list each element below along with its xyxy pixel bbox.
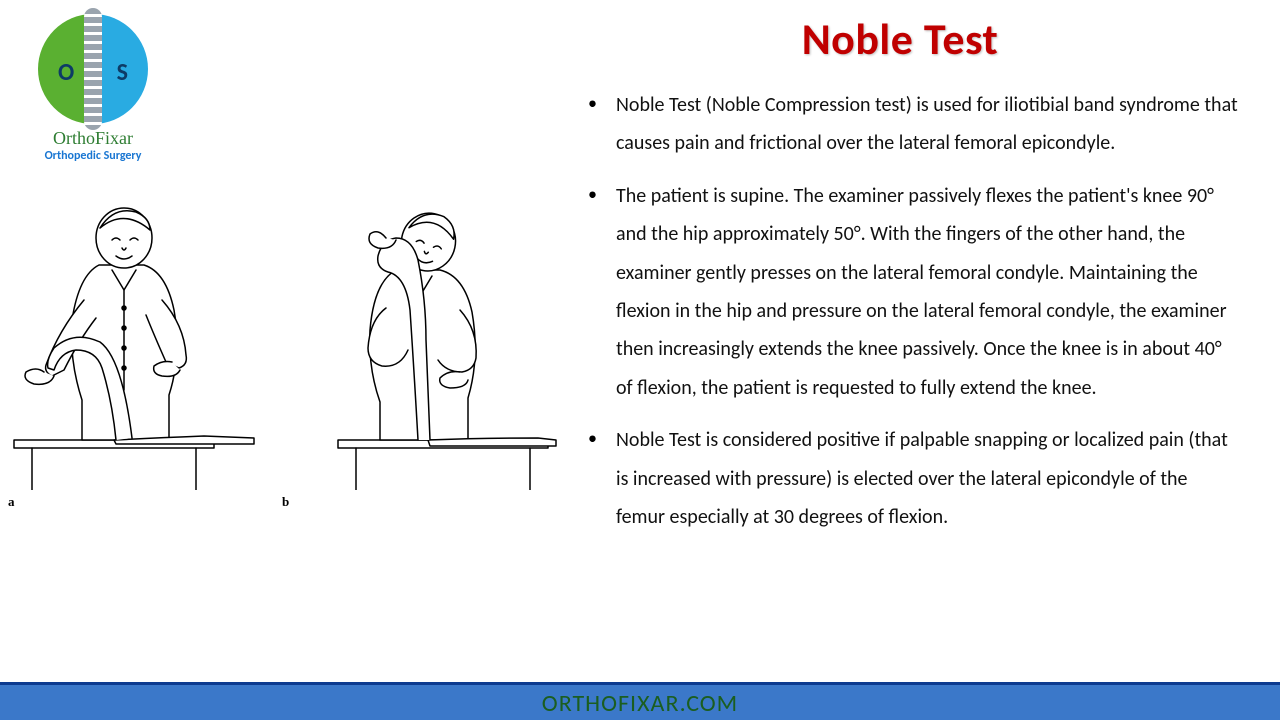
slide: O S OrthoFixar Orthopedic Surgery Noble … bbox=[0, 0, 1280, 720]
brand-logo: O S OrthoFixar Orthopedic Surgery bbox=[18, 14, 168, 163]
logo-spine-icon bbox=[84, 8, 102, 130]
figure-a-label: a bbox=[8, 494, 264, 510]
content: Noble Test (Noble Compression test) is u… bbox=[580, 86, 1240, 550]
figure-b-svg bbox=[278, 190, 558, 490]
title-wrap: Noble Test bbox=[560, 12, 1240, 66]
brand-subtitle: Orthopedic Surgery bbox=[18, 149, 168, 163]
logo-circle: O S bbox=[38, 14, 148, 124]
figure-a: a bbox=[4, 190, 264, 510]
brand-name: OrthoFixar bbox=[18, 128, 168, 149]
figure-b: b bbox=[278, 190, 558, 510]
page-title: Noble Test bbox=[560, 12, 1240, 66]
figures: a bbox=[0, 190, 560, 530]
footer-bar: ORTHOFIXAR.COM bbox=[0, 682, 1280, 720]
bullet-list: Noble Test (Noble Compression test) is u… bbox=[580, 86, 1240, 536]
footer-text: ORTHOFIXAR.COM bbox=[542, 689, 738, 718]
figure-b-label: b bbox=[282, 494, 558, 510]
bullet-item: Noble Test is considered positive if pal… bbox=[580, 421, 1240, 536]
bullet-item: Noble Test (Noble Compression test) is u… bbox=[580, 86, 1240, 163]
figure-a-svg bbox=[4, 190, 264, 490]
logo-letter-s: S bbox=[117, 58, 128, 87]
logo-letter-o: O bbox=[58, 58, 74, 87]
bullet-item: The patient is supine. The examiner pass… bbox=[580, 177, 1240, 407]
